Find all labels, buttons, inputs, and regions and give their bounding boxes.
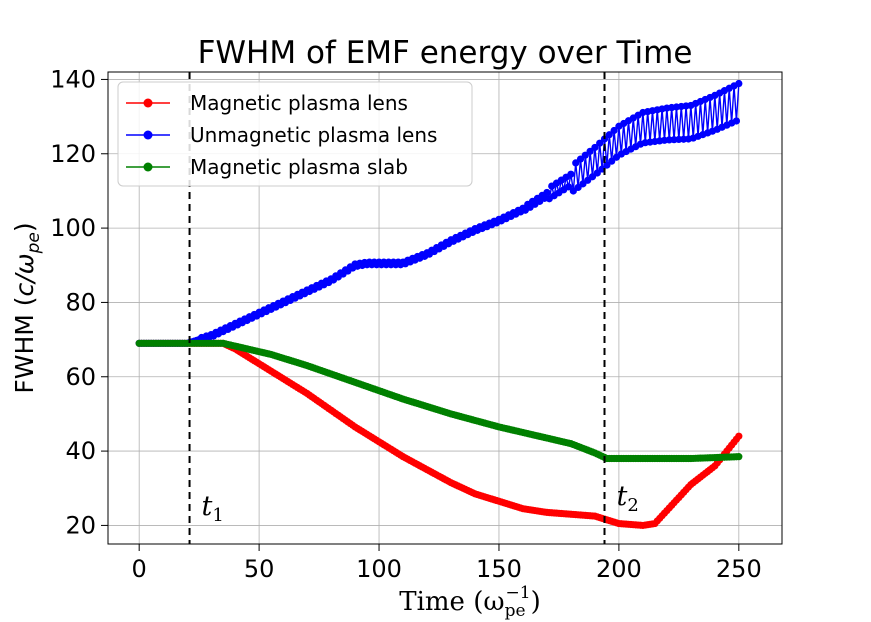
y-tick-label-3: 80 <box>65 288 96 316</box>
series-1-point-195 <box>603 161 611 169</box>
series-1-point-182 <box>572 159 580 167</box>
y-tick-label-5: 120 <box>50 140 96 168</box>
series-1-point-198 <box>610 126 618 135</box>
series-1-point-190 <box>591 143 599 152</box>
series-0 <box>135 339 743 530</box>
x-tick-label-0: 0 <box>132 555 147 583</box>
series-layer <box>135 79 743 530</box>
legend-marker-1 <box>143 130 153 140</box>
series-1-point-188 <box>586 147 594 155</box>
y-tick-label-1: 40 <box>65 437 96 465</box>
series-line-0 <box>139 342 740 527</box>
series-1-point-191 <box>593 169 601 177</box>
series-1-point-179 <box>564 183 573 191</box>
legend-label-2: Magnetic plasma slab <box>190 155 408 179</box>
series-2-point-250 <box>735 453 743 461</box>
y-tick-label-2: 60 <box>65 363 96 391</box>
legend-box <box>117 81 473 187</box>
x-tick-label-1: 50 <box>244 555 275 583</box>
legend-marker-2 <box>143 162 153 172</box>
chart-title: FWHM of EMF energy over Time <box>198 35 693 71</box>
series-1-point-196 <box>605 131 613 139</box>
vline-label-0: t1 <box>202 491 224 526</box>
x-axis-label: Time (ωpe−1) <box>399 583 540 621</box>
x-tick-label-2: 100 <box>356 555 402 583</box>
series-1-point-249 <box>732 117 741 125</box>
series-1-point-180 <box>567 170 575 178</box>
y-axis-label: FWHM (c/ωpe) <box>10 222 44 393</box>
axis-ticks: 0 50 100 150 200 250 20 40 60 80 100 120 140 <box>50 65 762 583</box>
series-1-point-197 <box>608 157 616 165</box>
x-tick-label-5: 250 <box>716 555 762 583</box>
series-2 <box>135 339 743 463</box>
y-tick-label-4: 100 <box>50 214 96 242</box>
x-tick-label-4: 200 <box>596 555 642 583</box>
series-line-2 <box>139 342 739 460</box>
series-1-point-186 <box>581 151 589 159</box>
plot-frame <box>107 71 783 545</box>
y-tick-label-0: 20 <box>65 511 96 539</box>
legend-label-0: Magnetic plasma lens <box>190 91 408 115</box>
vline-label-1: t2 <box>617 481 639 516</box>
series-1-point-250 <box>735 79 743 88</box>
legend: Magnetic plasma lens Unmagnetic plasma le… <box>117 81 473 187</box>
y-tick-label-6: 140 <box>50 65 96 93</box>
series-1-point-170 <box>543 188 551 197</box>
x-tick-label-3: 150 <box>476 555 522 583</box>
series-0-point-250 <box>735 432 743 440</box>
series-1-point-192 <box>596 139 604 147</box>
legend-marker-0 <box>143 98 153 108</box>
series-1-point-184 <box>576 155 585 163</box>
legend-label-1: Unmagnetic plasma lens <box>190 123 437 147</box>
